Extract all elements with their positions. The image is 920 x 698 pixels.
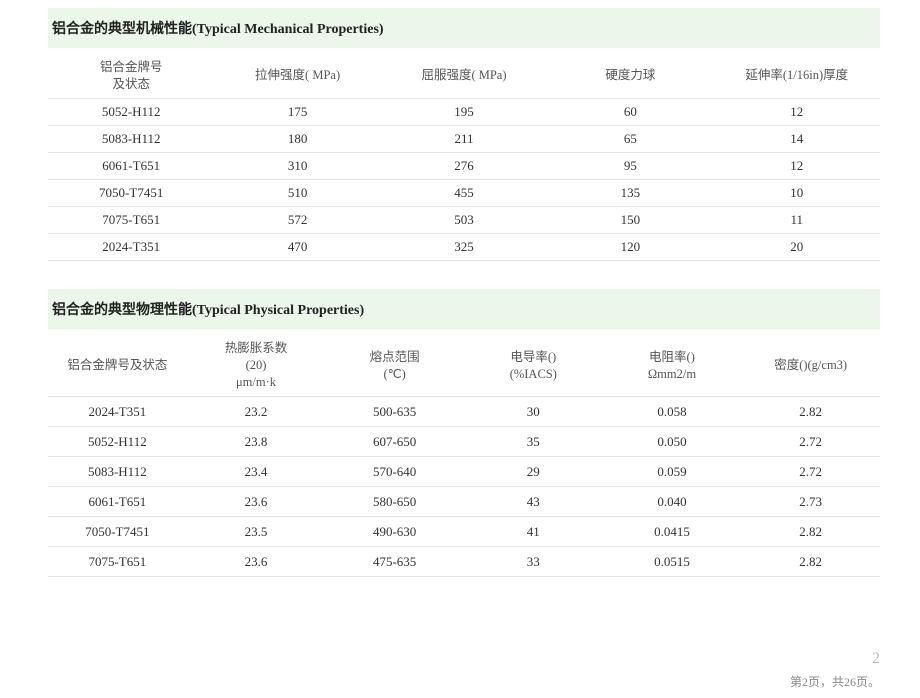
table-row: 5083-H11223.4570-640290.0592.72	[48, 457, 880, 487]
table-row: 7075-T65157250315011	[48, 206, 880, 233]
table-cell: 120	[547, 233, 713, 260]
table-cell: 29	[464, 457, 603, 487]
table-cell: 510	[214, 179, 380, 206]
physical-title: 铝合金的典型物理性能(Typical Physical Properties)	[48, 289, 880, 329]
table-cell: 2.82	[741, 517, 880, 547]
table-row: 7050-T745151045513510	[48, 179, 880, 206]
table-row: 2024-T35123.2500-635300.0582.82	[48, 397, 880, 427]
column-header: 屈服强度( MPa)	[381, 54, 547, 98]
table-cell: 0.040	[603, 487, 742, 517]
table-cell: 7050-T7451	[48, 517, 187, 547]
table-cell: 211	[381, 125, 547, 152]
table-cell: 10	[714, 179, 880, 206]
table-cell: 607-650	[325, 427, 464, 457]
table-cell: 2.82	[741, 547, 880, 577]
table-cell: 30	[464, 397, 603, 427]
table-cell: 23.2	[187, 397, 326, 427]
table-cell: 35	[464, 427, 603, 457]
page-number: 2	[872, 650, 880, 668]
column-header: 电导率()(%IACS)	[464, 335, 603, 397]
column-header: 铝合金牌号及状态	[48, 54, 214, 98]
table-cell: 572	[214, 206, 380, 233]
mechanical-properties-section: 铝合金的典型机械性能(Typical Mechanical Properties…	[48, 8, 880, 261]
table-cell: 43	[464, 487, 603, 517]
column-header: 熔点范围(℃)	[325, 335, 464, 397]
table-cell: 5052-H112	[48, 427, 187, 457]
table-cell: 135	[547, 179, 713, 206]
table-row: 6061-T65123.6580-650430.0402.73	[48, 487, 880, 517]
table-cell: 180	[214, 125, 380, 152]
table-cell: 95	[547, 152, 713, 179]
table-cell: 7050-T7451	[48, 179, 214, 206]
table-cell: 0.0515	[603, 547, 742, 577]
table-cell: 65	[547, 125, 713, 152]
table-row: 5052-H11223.8607-650350.0502.72	[48, 427, 880, 457]
physical-properties-section: 铝合金的典型物理性能(Typical Physical Properties) …	[48, 289, 880, 578]
table-row: 7050-T745123.5490-630410.04152.82	[48, 517, 880, 547]
column-header: 延伸率(1/16in)厚度	[714, 54, 880, 98]
table-cell: 2.73	[741, 487, 880, 517]
table-cell: 310	[214, 152, 380, 179]
table-cell: 6061-T651	[48, 152, 214, 179]
column-header: 拉伸强度( MPa)	[214, 54, 380, 98]
table-cell: 20	[714, 233, 880, 260]
table-cell: 2.72	[741, 457, 880, 487]
table-cell: 500-635	[325, 397, 464, 427]
page-footer: 第2页，共26页。	[790, 673, 880, 690]
table-cell: 41	[464, 517, 603, 547]
table-cell: 2.82	[741, 397, 880, 427]
table-cell: 470	[214, 233, 380, 260]
mechanical-title: 铝合金的典型机械性能(Typical Mechanical Properties…	[48, 8, 880, 48]
table-cell: 14	[714, 125, 880, 152]
column-header: 热膨胀系数(20)μm/m·k	[187, 335, 326, 397]
table-cell: 23.4	[187, 457, 326, 487]
table-cell: 175	[214, 98, 380, 125]
table-cell: 2024-T351	[48, 233, 214, 260]
table-cell: 23.6	[187, 487, 326, 517]
table-cell: 503	[381, 206, 547, 233]
table-cell: 6061-T651	[48, 487, 187, 517]
table-cell: 276	[381, 152, 547, 179]
table-cell: 0.0415	[603, 517, 742, 547]
table-cell: 2024-T351	[48, 397, 187, 427]
table-cell: 2.72	[741, 427, 880, 457]
column-header: 电阻率()Ωmm2/m	[603, 335, 742, 397]
table-cell: 455	[381, 179, 547, 206]
table-cell: 475-635	[325, 547, 464, 577]
table-cell: 0.050	[603, 427, 742, 457]
table-cell: 570-640	[325, 457, 464, 487]
table-cell: 5083-H112	[48, 457, 187, 487]
table-cell: 0.059	[603, 457, 742, 487]
table-cell: 60	[547, 98, 713, 125]
column-header: 铝合金牌号及状态	[48, 335, 187, 397]
column-header: 硬度力球	[547, 54, 713, 98]
table-cell: 0.058	[603, 397, 742, 427]
table-cell: 7075-T651	[48, 547, 187, 577]
table-cell: 23.5	[187, 517, 326, 547]
mechanical-table: 铝合金牌号及状态拉伸强度( MPa)屈服强度( MPa)硬度力球延伸率(1/16…	[48, 54, 880, 261]
table-row: 7075-T65123.6475-635330.05152.82	[48, 547, 880, 577]
table-row: 5052-H1121751956012	[48, 98, 880, 125]
table-cell: 325	[381, 233, 547, 260]
table-cell: 33	[464, 547, 603, 577]
table-row: 5083-H1121802116514	[48, 125, 880, 152]
physical-table: 铝合金牌号及状态热膨胀系数(20)μm/m·k熔点范围(℃)电导率()(%IAC…	[48, 335, 880, 578]
table-cell: 12	[714, 152, 880, 179]
table-cell: 150	[547, 206, 713, 233]
table-cell: 195	[381, 98, 547, 125]
table-cell: 11	[714, 206, 880, 233]
table-cell: 12	[714, 98, 880, 125]
table-cell: 490-630	[325, 517, 464, 547]
column-header: 密度()(g/cm3)	[741, 335, 880, 397]
table-cell: 23.8	[187, 427, 326, 457]
table-row: 6061-T6513102769512	[48, 152, 880, 179]
table-cell: 580-650	[325, 487, 464, 517]
table-cell: 5052-H112	[48, 98, 214, 125]
table-cell: 7075-T651	[48, 206, 214, 233]
table-row: 2024-T35147032512020	[48, 233, 880, 260]
table-cell: 23.6	[187, 547, 326, 577]
table-cell: 5083-H112	[48, 125, 214, 152]
